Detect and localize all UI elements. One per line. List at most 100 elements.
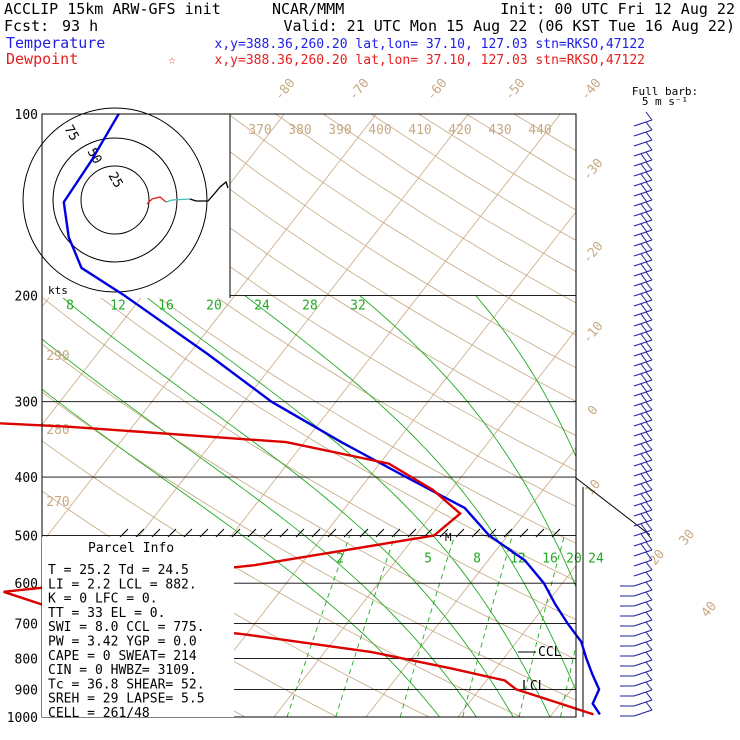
hodograph-ring-label: 75 (61, 123, 82, 144)
dry-adiabat (132, 114, 576, 402)
hodograph-ring (80, 165, 150, 235)
wind-barb (620, 591, 653, 607)
isotherm (734, 114, 740, 717)
wind-barb (620, 601, 653, 617)
wind-barb (633, 211, 653, 227)
pressure-tick-label: 400 (15, 471, 38, 486)
dewpoint-location: x,y=388.36,260.20 lat,lon= 37.10, 127.03… (215, 53, 645, 68)
init-time: Init: 00 UTC Fri 12 Aug 22 (500, 0, 735, 18)
mixing-ratio-label: 12 (510, 551, 526, 566)
wind-barb (633, 161, 653, 177)
wind-barb (633, 481, 653, 497)
wind-barb (633, 431, 653, 447)
isotherm (42, 114, 377, 544)
wind-barb (633, 421, 653, 437)
parcel-info-row: PW = 3.42 YGP = 0.0 (48, 635, 197, 650)
wind-barb (633, 301, 653, 317)
barb-legend-title: Full barb: (632, 85, 698, 98)
wind-barb (633, 261, 653, 277)
temperature-profile (62, 113, 601, 716)
wind-barb (620, 671, 653, 687)
wind-barb (633, 341, 653, 357)
mixing-ratio-line (462, 535, 513, 717)
isotherm (273, 329, 576, 717)
wind-barb (633, 551, 653, 567)
isotherm (365, 447, 576, 717)
mixing-ratio-label: 8 (473, 551, 481, 566)
isotherm (457, 565, 576, 717)
dry-adiabat (42, 205, 576, 544)
wind-barb (633, 451, 653, 467)
wind-barb (633, 351, 653, 367)
valid-time: Valid: 21 UTC Mon 15 Aug 22 (06 KST Tue … (283, 17, 735, 35)
temperature-location: x,y=388.36,260.20 lat,lon= 37.10, 127.03… (215, 37, 645, 52)
wind-barb (633, 521, 653, 537)
wind-barb (633, 191, 653, 207)
wind-barb (633, 411, 653, 427)
wind-barb (633, 531, 653, 547)
wind-barb (633, 241, 653, 257)
wind-barb (633, 141, 653, 157)
theta-label: 290 (46, 349, 69, 364)
pressure-tick-label: 100 (15, 108, 38, 123)
center-title: NCAR/MMM (272, 0, 344, 18)
wind-barb (633, 251, 653, 267)
theta-label: 420 (448, 123, 471, 138)
dry-adiabat (42, 250, 576, 582)
plot-frame (41, 113, 577, 718)
dry-adiabat (42, 160, 576, 507)
parcel-info-row: T = 25.2 Td = 24.5 (48, 563, 189, 578)
parcel-info-row: K = 0 LFC = 0. (48, 592, 158, 607)
wind-barb (633, 561, 653, 577)
moist-adiabat (475, 295, 576, 458)
hodograph-ring (22, 107, 208, 293)
parcel-info-title: Parcel Info (88, 541, 174, 556)
mixing-ratio-label: 24 (588, 551, 604, 566)
skew-isotherm-label: 0 (585, 403, 602, 419)
wind-barb (633, 281, 653, 297)
moist-adiabat-label: 20 (206, 299, 222, 314)
skew-isotherm-label: 40 (699, 599, 721, 621)
wind-barb (633, 151, 653, 167)
m-marker: M (445, 531, 452, 544)
dewpoint-star-icon: ☆ (168, 53, 176, 68)
dry-adiabat (323, 114, 576, 272)
wind-barb (633, 361, 653, 377)
skew-isotherm-label: -20 (580, 239, 607, 267)
skew-isotherm-label: -50 (502, 76, 529, 104)
parcel-info-row: CIN = 0 HWBZ= 3109. (48, 663, 197, 678)
mixing-ratio-label: 20 (566, 551, 582, 566)
dry-adiabat (227, 114, 576, 336)
parcel-info-box (42, 537, 234, 717)
mixing-ratio-line (518, 535, 565, 717)
wind-barbs (575, 111, 653, 717)
moist-adiabat-label: 24 (254, 299, 270, 314)
pressure-tick-label: 700 (15, 618, 38, 633)
skew-isotherm-label: -10 (580, 319, 607, 347)
parcel-info-row: SWI = 8.0 CCL = 775. (48, 620, 205, 635)
wind-barb (633, 321, 653, 337)
pressure-tick-label: 1000 (7, 711, 38, 726)
moist-adiabat-label: 8 (66, 299, 74, 314)
wind-barb (633, 291, 653, 307)
wind-barb (633, 401, 653, 417)
wind-barb (633, 311, 653, 327)
dry-adiabat (418, 114, 576, 211)
mixing-ratio-label: 16 (542, 551, 558, 566)
sounding-series (0, 113, 601, 716)
wind-barb (633, 181, 653, 197)
dry-adiabat (42, 117, 576, 472)
pressure-tick-label: 200 (15, 290, 38, 305)
moist-adiabat-label: 32 (350, 299, 366, 314)
wind-barb (620, 581, 653, 597)
hodograph-units: kts (48, 284, 68, 297)
wind-barb (620, 631, 653, 647)
wind-barb (633, 391, 653, 407)
parcel-info-row: Tc = 36.8 SHEAR= 52. (48, 677, 205, 692)
skew-isotherm-label: -80 (272, 76, 299, 104)
pressure-tick-label: 300 (15, 396, 38, 411)
skew-isotherm-label: -40 (578, 76, 605, 104)
dry-adiabat (42, 296, 576, 621)
model-title: ACCLIP 15km ARW-GFS init (4, 0, 221, 18)
